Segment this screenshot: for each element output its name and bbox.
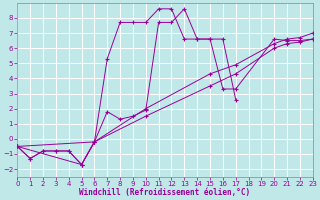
X-axis label: Windchill (Refroidissement éolien,°C): Windchill (Refroidissement éolien,°C) xyxy=(79,188,251,197)
